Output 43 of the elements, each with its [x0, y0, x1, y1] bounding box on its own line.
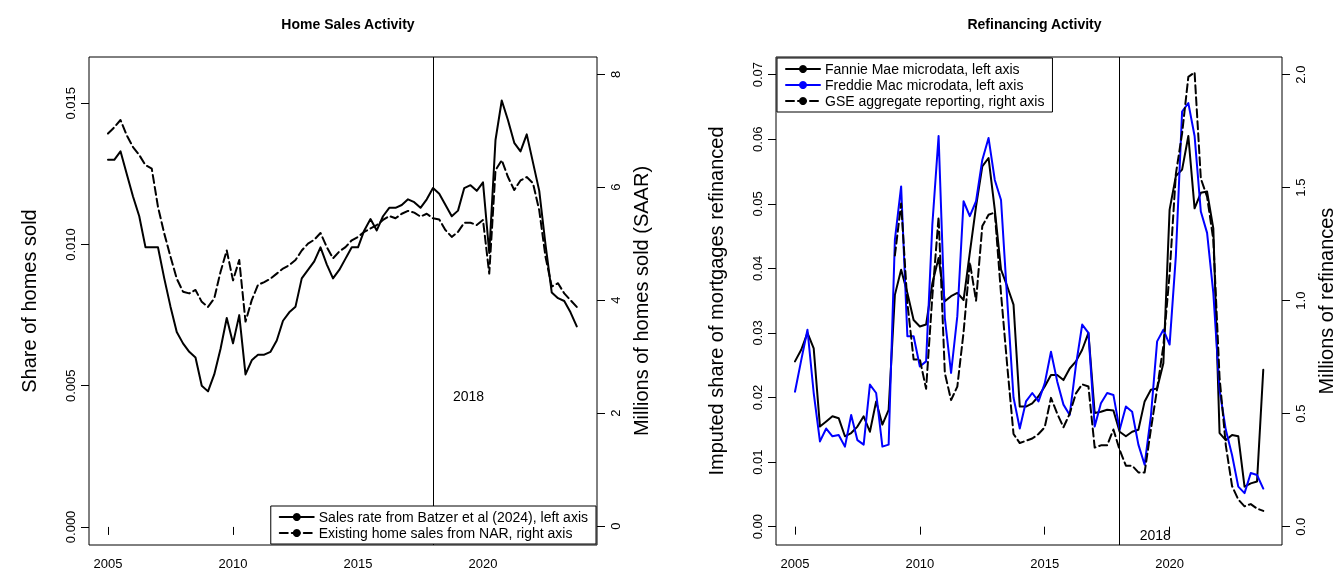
- y2-tick-label: 0.0: [1293, 517, 1308, 536]
- legend-label: Sales rate from Batzer et al (2024), left axis: [318, 509, 589, 525]
- x-tick-label: 2015: [1030, 556, 1060, 571]
- y-tick-label: 0.010: [63, 228, 78, 261]
- y2-tick-label: 0.5: [1293, 404, 1308, 423]
- y2-tick-label: 4: [608, 296, 623, 304]
- x-tick-label: 2010: [905, 556, 935, 571]
- y2-tick-label: 1.5: [1293, 178, 1308, 197]
- ref-line-label: 2018: [1139, 526, 1172, 543]
- y2-axis-title: Millions of refinances: [1315, 207, 1337, 395]
- chart-title: Refinancing Activity: [967, 16, 1102, 32]
- ref-line-label: 2018: [453, 387, 485, 404]
- legend-label: Freddie Mac microdata, left axis: [825, 77, 1024, 93]
- chart-title: Home Sales Activity: [281, 16, 415, 32]
- legend-label: GSE aggregate reporting, right axis: [825, 93, 1045, 109]
- y-axis-title: Imputed share of mortgages refinanced: [705, 126, 727, 476]
- y2-tick-label: 0: [608, 522, 623, 530]
- y-tick-label: 0.000: [63, 510, 78, 544]
- x-tick-label: 2020: [1155, 556, 1185, 571]
- y-tick-label: 0.015: [63, 87, 78, 120]
- y-tick-label: 0.01: [750, 449, 765, 475]
- y-tick-label: 0.00: [750, 514, 765, 540]
- y-tick-label: 0.005: [63, 369, 78, 402]
- legend-label: Existing home sales from NAR, right axis: [318, 525, 573, 541]
- x-tick-label: 2010: [218, 556, 248, 571]
- y2-tick-label: 1.0: [1293, 291, 1308, 310]
- y-axis-title: Share of homes sold: [18, 209, 40, 393]
- y2-tick-label: 2: [608, 409, 623, 417]
- x-tick-label: 2005: [93, 556, 123, 571]
- y2-tick-label: 6: [608, 183, 623, 191]
- y2-tick-label: 8: [608, 70, 623, 78]
- y2-tick-label: 2.0: [1293, 65, 1308, 84]
- y2-axis-title: Millions of homes sold (SAAR): [630, 165, 652, 437]
- x-tick-label: 2020: [468, 556, 498, 571]
- y-tick-label: 0.03: [750, 320, 765, 346]
- y-tick-label: 0.07: [750, 62, 765, 88]
- y-tick-label: 0.05: [750, 191, 765, 217]
- x-tick-label: 2005: [780, 556, 810, 571]
- y-tick-label: 0.04: [750, 255, 765, 282]
- legend-label: Fannie Mae microdata, left axis: [825, 61, 1020, 77]
- y-tick-label: 0.06: [750, 126, 765, 152]
- x-tick-label: 2015: [343, 556, 373, 571]
- y-tick-label: 0.02: [750, 384, 765, 411]
